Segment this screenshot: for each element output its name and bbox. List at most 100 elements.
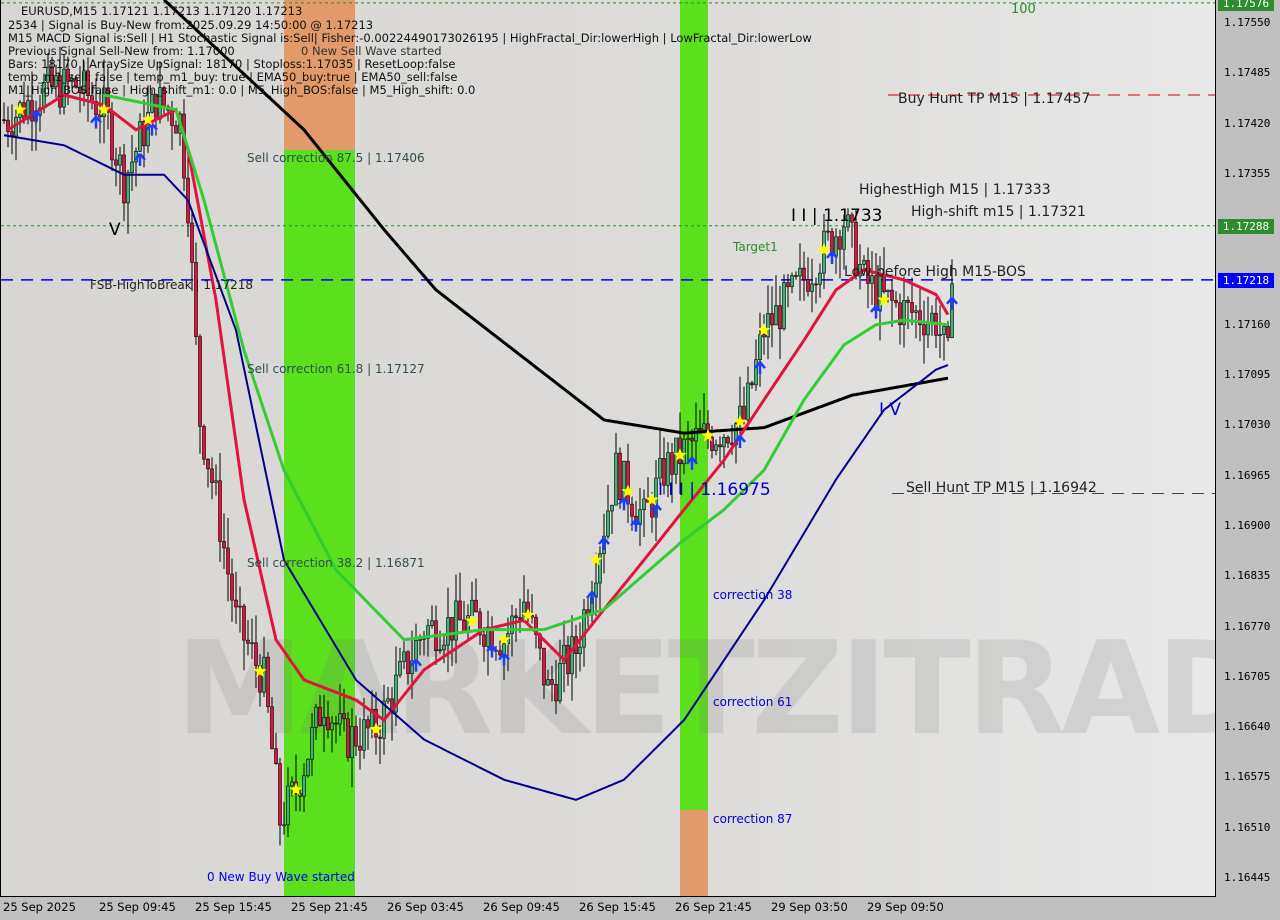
candle-body [218,480,222,542]
candle-body [114,159,118,166]
candle-body [498,650,502,656]
candle-body [670,452,674,475]
candle-body [246,639,250,644]
new-sell-wave-label: 0 New Sell Wave started [301,44,442,58]
candle-body [754,359,758,386]
star-icon [733,414,747,428]
candle-body [138,121,142,152]
buy-arrow-icon [650,503,662,517]
low-before-high-label: Low before High M15-BOS [844,264,1026,280]
candle-body [350,726,354,758]
price-tick: 1.16705 [1224,669,1271,683]
price-tick: 1.16965 [1224,468,1271,482]
price-tick: 1.17030 [1224,418,1271,432]
candle-body [702,423,706,431]
candle-body [718,444,722,448]
candle-body [486,626,490,647]
buy-arrow-icon [826,251,838,264]
candle-body [578,646,582,655]
candle-body [198,336,202,427]
candle-body [98,114,102,118]
candle-body [546,679,550,686]
candle-body [58,75,62,108]
signal-line: 2534 | Signal is Buy-New from:2025.09.29… [8,18,374,32]
green-band-2 [680,0,708,810]
candle-body [758,334,762,361]
candle-body [438,649,442,652]
buy-arrow-icon [630,518,642,532]
candle-body [618,452,622,500]
star-icon [97,102,111,116]
candle-body [102,87,106,118]
star-icon [589,553,603,566]
candle-body [398,661,402,676]
candle-body [394,674,398,713]
price-tick: 1.17420 [1224,116,1271,130]
candle-body [54,75,58,88]
fsb-label: FSB-HighToBreak | 1.17218 [90,278,253,292]
indicator-line: M15 MACD Signal is:Sell | H1 Stochastic … [8,31,812,45]
candle-body [202,426,206,460]
candle-body [230,573,234,601]
buy-arrow-icon [598,537,610,551]
buy-arrow-icon [134,153,146,166]
candle-body [766,313,770,338]
candle-body [338,713,342,725]
buy-arrow-icon [410,658,422,672]
candle-body [334,722,338,725]
new-buy-wave-label: 0 New Buy Wave started [207,870,355,884]
candle-body [330,722,334,731]
candle-body [326,717,330,731]
candle-body [298,793,302,797]
candle-body [862,260,866,265]
candle-body [902,300,906,326]
candle-body [62,68,66,108]
star-icon [701,428,715,442]
candle-body [110,111,114,161]
candle-body [894,300,898,304]
candle-body [554,684,558,702]
candle-body [238,605,242,608]
candle-body [474,599,478,613]
candle-body [242,605,246,641]
candle-body [570,636,574,675]
candle-body [214,480,218,483]
candle-body [514,615,518,618]
candle-body [478,611,482,636]
time-tick: 25 Sep 15:45 [195,900,272,914]
candle-body [354,726,358,747]
candle-body [782,282,786,330]
target1-label: Target1 [733,240,778,254]
chart-plot-area[interactable]: MARKETZITRADE EURUSD,M15 1.17121 1.17213… [0,0,1216,897]
candle-body [82,70,86,93]
candle-body [614,452,618,506]
previous-signal: Previous Signal Sell-New from: 1.17000 [8,44,235,58]
candle-body [410,660,414,675]
candle-body [870,275,874,284]
buy-arrow-icon [586,591,598,604]
candle-body [342,713,346,720]
candle-body [558,663,562,702]
candle-body [406,651,410,675]
correction-61-label: correction 61 [713,695,793,709]
candle-body [346,718,350,758]
star-icon [877,293,891,306]
star-icon [621,484,635,498]
buy-hunt-tp-label: Buy Hunt TP M15 | 1.17457 [898,91,1091,107]
price-tick: 1.17160 [1224,317,1271,331]
candle-body [454,600,458,641]
price-tick: 1.16835 [1224,569,1271,583]
candle-body [842,226,846,250]
candle-body [226,547,230,575]
ma-line-0 [162,0,949,435]
time-tick: 26 Sep 03:45 [387,900,464,914]
candle-body [818,272,822,285]
candle-body [250,642,254,645]
candle-body [234,599,238,608]
star-icon [369,722,383,736]
candle-body [94,101,98,116]
correction-87-label: correction 87 [713,812,793,826]
candle-body [794,275,798,277]
candle-body [470,599,474,617]
candle-body [70,78,74,82]
